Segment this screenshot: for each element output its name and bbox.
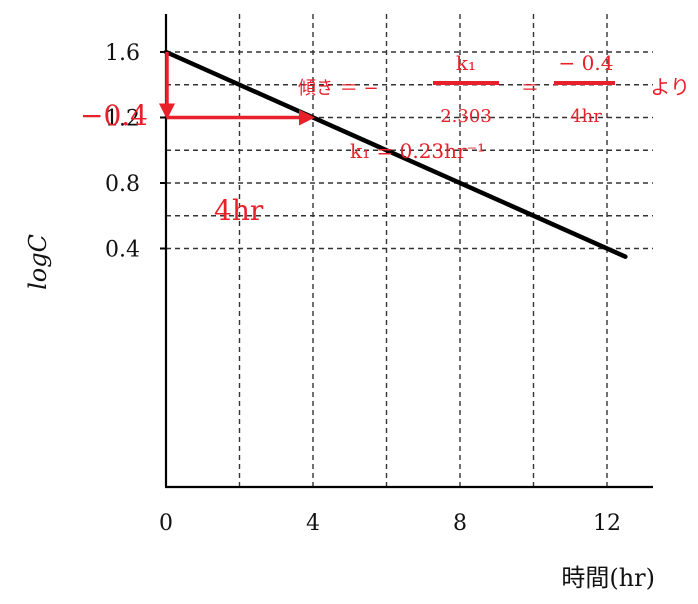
y-tick-label: 0.4 (105, 238, 140, 263)
y-tick-label: 0.8 (105, 172, 140, 197)
x-tick-label: 12 (593, 511, 621, 536)
fraction1-denominator: 2.303 (440, 106, 492, 127)
x-tick-label: 8 (453, 511, 467, 536)
series-layer (163, 49, 628, 259)
rate-constant-result: k₁ = 0.23hr⁻¹ (350, 139, 485, 163)
delta-y-label: −0.4 (80, 99, 148, 132)
arrow-down-head (159, 103, 175, 120)
x-tick-label: 0 (159, 511, 173, 536)
fraction2-numerator: − 0.4 (559, 51, 614, 75)
fraction1-numerator: k₁ (456, 51, 476, 75)
y-tick-label: 1.2 (105, 107, 140, 132)
series-line (163, 49, 628, 259)
x-tick-label: 4 (306, 511, 320, 536)
annotations: −0.4 4hr 傾き ＝ − k₁ 2.303 ＝ − 0.4 4hr より k₁ = 0.23… (80, 51, 690, 227)
arrow-right-head (299, 109, 315, 126)
slope-prefix: 傾き ＝ − (298, 78, 379, 99)
y-axis-label: logC (24, 234, 52, 290)
y-tick-label: 1.6 (105, 41, 140, 66)
slope-suffix: より (650, 75, 690, 99)
x-axis-label: 時間(hr) (561, 564, 655, 592)
equals-sign: ＝ (521, 78, 539, 99)
tick-labels: 0 4 8 12 0.4 0.8 1.2 1.6 (105, 41, 621, 536)
delta-x-label: 4hr (214, 194, 264, 227)
fraction2-denominator: 4hr (570, 106, 602, 127)
